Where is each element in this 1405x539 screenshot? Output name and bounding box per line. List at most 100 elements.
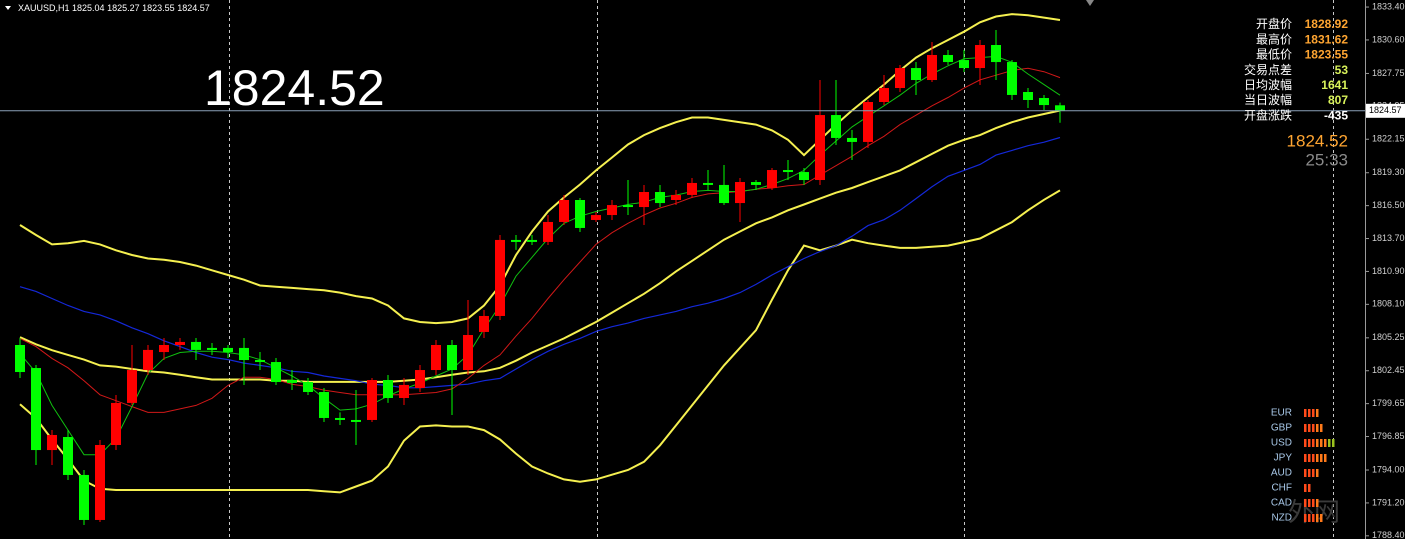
candle-body <box>399 384 409 398</box>
meter-cell <box>1308 469 1311 477</box>
meter-cell <box>1308 454 1311 462</box>
info-label: 最低价 <box>1256 48 1292 62</box>
meter-cell <box>1316 424 1319 432</box>
candle-body <box>111 402 121 445</box>
candle-body <box>15 344 25 373</box>
candle-body <box>271 362 281 383</box>
candle-body <box>175 341 185 345</box>
candle-body <box>783 170 793 173</box>
y-tick-label: 1794.00 <box>1372 464 1405 474</box>
meter-cell <box>1304 439 1307 447</box>
candle-body <box>815 115 825 181</box>
meter-cell <box>1312 454 1315 462</box>
meter-cell <box>1328 439 1331 447</box>
y-tick-label: 1788.40 <box>1372 530 1405 539</box>
candle-body <box>383 380 393 398</box>
meter-cell <box>1308 499 1311 507</box>
meter-cell <box>1312 424 1315 432</box>
candle-body <box>511 239 521 242</box>
info-value: 1641 <box>1321 78 1348 92</box>
meter-cell <box>1316 469 1319 477</box>
candle-body <box>927 54 937 81</box>
candle-body <box>863 101 873 142</box>
strength-meter <box>1304 409 1319 417</box>
indicator-line <box>19 109 1061 383</box>
candle-body <box>495 239 505 316</box>
candle-body <box>1023 92 1033 100</box>
header-high: 1825.27 <box>107 3 140 13</box>
strength-meter <box>1304 484 1311 492</box>
meter-cell <box>1304 499 1307 507</box>
meter-cell <box>1332 439 1335 447</box>
meter-cell <box>1308 409 1311 417</box>
strength-meter <box>1304 439 1335 447</box>
y-tick-label: 1813.70 <box>1372 233 1405 243</box>
candle-body <box>719 184 729 204</box>
candle-body <box>959 60 969 69</box>
meter-cell <box>1312 499 1315 507</box>
candle-body <box>415 370 425 389</box>
candle-body <box>623 205 633 208</box>
meter-cell <box>1308 424 1311 432</box>
candle-body <box>895 68 905 89</box>
meter-cell <box>1308 484 1311 492</box>
currency-label: GBP <box>1271 423 1292 434</box>
candle-body <box>319 392 329 418</box>
meter-cell <box>1316 409 1319 417</box>
candle-body <box>767 170 777 189</box>
candle-body <box>463 335 473 371</box>
candle-body <box>591 215 601 220</box>
candle-body <box>687 182 697 195</box>
big-price: 1824.52 <box>204 60 385 116</box>
chart-header: XAUUSD,H1 1825.04 1825.27 1823.55 1824.5… <box>18 3 210 13</box>
candle-body <box>239 347 249 361</box>
y-tick-label: 1791.20 <box>1372 497 1405 507</box>
meter-cell <box>1324 439 1327 447</box>
candle-body <box>79 474 89 520</box>
info-label: 最高价 <box>1256 31 1292 46</box>
candle-body <box>847 137 857 142</box>
indicator-line <box>19 67 1061 413</box>
meter-cell <box>1304 409 1307 417</box>
info-label: 日均波幅 <box>1244 77 1292 92</box>
currency-label: CHF <box>1271 483 1292 494</box>
candle-body <box>143 349 153 371</box>
y-tick-label: 1810.90 <box>1372 266 1405 276</box>
candle-body <box>527 239 537 242</box>
meter-cell <box>1320 424 1323 432</box>
candle-body <box>991 45 1001 63</box>
candle-body <box>287 380 297 383</box>
bar-timer: 25:33 <box>1305 150 1348 169</box>
candle-body <box>879 88 889 102</box>
candle-body <box>639 192 649 208</box>
header-close: 1824.57 <box>177 3 210 13</box>
meter-cell <box>1316 514 1319 522</box>
candle-body <box>575 199 585 228</box>
candle-body <box>31 368 41 451</box>
strength-meter <box>1304 454 1327 462</box>
y-tick-label: 1830.60 <box>1372 34 1405 44</box>
indicator-line <box>19 55 1061 456</box>
info-value: 1831.62 <box>1305 32 1349 46</box>
candle-body <box>127 370 137 403</box>
strength-meter <box>1304 424 1323 432</box>
meter-cell <box>1304 424 1307 432</box>
meter-cell <box>1316 439 1319 447</box>
candle-body <box>47 435 57 451</box>
info-value: -435 <box>1324 108 1348 122</box>
y-tick-label: 1799.65 <box>1372 398 1405 408</box>
info-label: 交易点差 <box>1244 62 1292 77</box>
indicator-line <box>19 13 1061 325</box>
meter-cell <box>1316 499 1319 507</box>
meter-cell <box>1304 514 1307 522</box>
meter-cell <box>1312 514 1315 522</box>
current-price-box <box>1366 103 1405 118</box>
currency-label: USD <box>1271 438 1292 449</box>
info-value: 1828.92 <box>1305 17 1349 31</box>
candle-body <box>191 341 201 350</box>
info-label: 开盘涨跌 <box>1244 107 1292 122</box>
meter-cell <box>1312 439 1315 447</box>
meter-cell <box>1304 454 1307 462</box>
meter-cell <box>1320 439 1323 447</box>
